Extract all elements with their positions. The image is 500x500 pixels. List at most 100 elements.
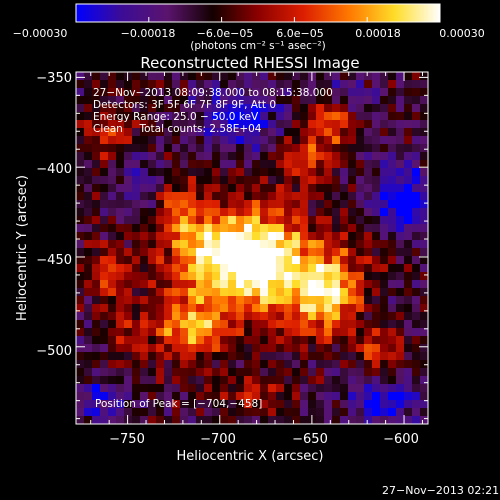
heatmap-pixel bbox=[172, 400, 181, 409]
heatmap-pixel bbox=[308, 408, 317, 417]
heatmap-pixel bbox=[212, 216, 221, 225]
heatmap-pixel bbox=[236, 384, 245, 393]
heatmap-pixel bbox=[276, 216, 285, 225]
heatmap-pixel bbox=[164, 112, 173, 121]
heatmap-pixel bbox=[108, 72, 117, 81]
heatmap-pixel bbox=[324, 304, 333, 313]
heatmap-pixel bbox=[108, 176, 117, 185]
heatmap-pixel bbox=[348, 272, 357, 281]
heatmap-pixel bbox=[116, 72, 125, 81]
heatmap-pixel bbox=[164, 128, 173, 137]
heatmap-pixel bbox=[228, 272, 237, 281]
heatmap-pixel bbox=[276, 176, 285, 185]
heatmap-pixel bbox=[236, 248, 245, 257]
heatmap-pixel bbox=[164, 408, 173, 417]
heatmap-pixel bbox=[236, 360, 245, 369]
heatmap-pixel bbox=[212, 256, 221, 265]
heatmap-pixel bbox=[380, 256, 389, 265]
heatmap-pixel bbox=[348, 248, 357, 257]
heatmap-pixel bbox=[316, 96, 325, 105]
heatmap-pixel bbox=[84, 144, 93, 153]
heatmap-pixel bbox=[124, 256, 133, 265]
heatmap-pixel bbox=[180, 152, 189, 161]
heatmap-pixel bbox=[316, 136, 325, 145]
heatmap-pixel bbox=[300, 280, 309, 289]
heatmap-pixel bbox=[188, 248, 197, 257]
heatmap-pixel bbox=[84, 128, 93, 137]
heatmap-pixel bbox=[276, 144, 285, 153]
heatmap-pixel bbox=[284, 296, 293, 305]
heatmap-pixel bbox=[268, 376, 277, 385]
heatmap-pixel bbox=[276, 272, 285, 281]
heatmap-pixel bbox=[420, 384, 429, 393]
heatmap-pixel bbox=[348, 392, 357, 401]
heatmap-pixel bbox=[292, 128, 301, 137]
heatmap-pixel bbox=[396, 256, 405, 265]
heatmap-pixel bbox=[212, 200, 221, 209]
annotation-time-range: 27−Nov−2013 08:09:38.000 to 08:15:38.000 bbox=[93, 87, 333, 99]
heatmap-pixel bbox=[92, 344, 101, 353]
heatmap-pixel bbox=[396, 72, 405, 81]
heatmap-pixel bbox=[300, 248, 309, 257]
heatmap-pixel bbox=[412, 240, 421, 249]
heatmap-pixel bbox=[148, 256, 157, 265]
heatmap-pixel bbox=[76, 112, 85, 121]
heatmap-pixel bbox=[308, 280, 317, 289]
heatmap-pixel bbox=[132, 80, 141, 89]
heatmap-pixel bbox=[388, 152, 397, 161]
heatmap-pixel bbox=[172, 336, 181, 345]
heatmap-pixel bbox=[276, 168, 285, 177]
heatmap-pixel bbox=[108, 144, 117, 153]
heatmap-pixel bbox=[324, 216, 333, 225]
heatmap-pixel bbox=[156, 408, 165, 417]
heatmap-pixel bbox=[268, 200, 277, 209]
heatmap-pixel bbox=[92, 392, 101, 401]
heatmap-pixel bbox=[404, 376, 413, 385]
heatmap-pixel bbox=[340, 208, 349, 217]
heatmap-pixel bbox=[132, 184, 141, 193]
heatmap-pixel bbox=[284, 160, 293, 169]
heatmap-pixel bbox=[212, 280, 221, 289]
heatmap-pixel bbox=[396, 280, 405, 289]
heatmap-pixel bbox=[300, 176, 309, 185]
heatmap-pixel bbox=[92, 136, 101, 145]
heatmap-pixel bbox=[356, 192, 365, 201]
heatmap-pixel bbox=[252, 312, 261, 321]
heatmap-pixel bbox=[236, 152, 245, 161]
heatmap-pixel bbox=[76, 80, 85, 89]
heatmap-pixel bbox=[124, 328, 133, 337]
heatmap-pixel bbox=[348, 352, 357, 361]
heatmap-pixel bbox=[404, 224, 413, 233]
heatmap-pixel bbox=[172, 208, 181, 217]
heatmap-pixel bbox=[188, 80, 197, 89]
heatmap-pixel bbox=[164, 192, 173, 201]
heatmap-pixel bbox=[276, 344, 285, 353]
heatmap-image bbox=[76, 72, 429, 425]
heatmap-pixel bbox=[244, 264, 253, 273]
heatmap-pixel bbox=[164, 80, 173, 89]
heatmap-pixel bbox=[332, 200, 341, 209]
heatmap-pixel bbox=[324, 144, 333, 153]
heatmap-pixel bbox=[316, 336, 325, 345]
heatmap-pixel bbox=[324, 264, 333, 273]
heatmap-pixel bbox=[188, 408, 197, 417]
heatmap-pixel bbox=[220, 152, 229, 161]
heatmap-pixel bbox=[380, 408, 389, 417]
heatmap-pixel bbox=[132, 232, 141, 241]
x-tick-label: −650 bbox=[292, 432, 328, 447]
heatmap-pixel bbox=[188, 240, 197, 249]
heatmap-pixel bbox=[332, 184, 341, 193]
heatmap-pixel bbox=[420, 112, 429, 121]
heatmap-pixel bbox=[156, 288, 165, 297]
heatmap-pixel bbox=[76, 232, 85, 241]
heatmap-pixel bbox=[196, 136, 205, 145]
heatmap-pixel bbox=[108, 280, 117, 289]
heatmap-pixel bbox=[148, 192, 157, 201]
heatmap-pixel bbox=[84, 264, 93, 273]
heatmap-pixel bbox=[356, 144, 365, 153]
heatmap-pixel bbox=[188, 320, 197, 329]
heatmap-pixel bbox=[260, 416, 269, 425]
heatmap-pixel bbox=[332, 192, 341, 201]
heatmap-pixel bbox=[244, 176, 253, 185]
heatmap-pixel bbox=[220, 200, 229, 209]
